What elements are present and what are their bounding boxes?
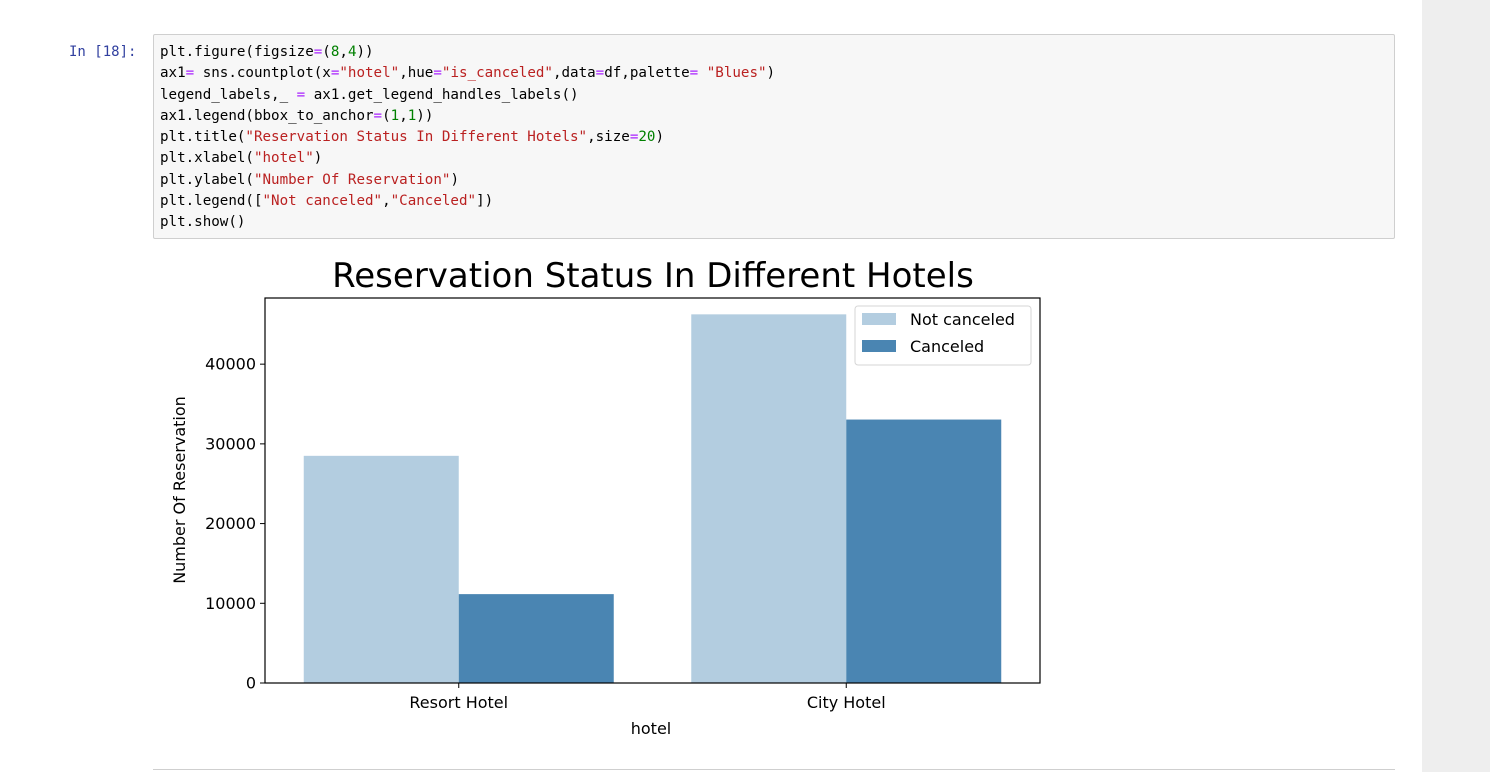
y-axis: 0 10000 20000 30000 40000	[205, 355, 265, 693]
code-token: =	[373, 107, 383, 124]
code-token: 1	[390, 107, 400, 124]
code-token: ax1.get_legend_handles_labels()	[305, 86, 579, 103]
code-token: "Not canceled"	[262, 193, 383, 210]
code-token: ,	[399, 107, 408, 124]
legend-label: Not canceled	[910, 310, 1015, 329]
x-tick-label: Resort Hotel	[409, 693, 508, 712]
y-tick-label: 30000	[205, 434, 256, 453]
code-token: )	[450, 171, 459, 188]
code-token: "is_canceled"	[441, 65, 553, 82]
code-token: ])	[476, 193, 494, 210]
y-tick-label: 10000	[205, 594, 256, 613]
code-token: ))	[416, 107, 434, 124]
legend-swatch	[862, 313, 896, 325]
x-axis-label: hotel	[631, 719, 672, 738]
code-line: plt.title("Reservation Status In Differe…	[160, 127, 775, 148]
code-token: )	[313, 150, 323, 167]
code-line: plt.show()	[160, 212, 775, 233]
code-token: =	[313, 44, 323, 60]
code-token: ax1	[160, 65, 186, 82]
code-token: )	[655, 129, 664, 146]
code-token: 8	[330, 44, 340, 60]
x-axis: Resort Hotel City Hotel	[409, 683, 886, 712]
notebook-panel: In [18]: plt.figure(figsize=(8,4)) ax1= s…	[0, 0, 1422, 772]
cell-output: Reservation Status In Different Hotels 0…	[153, 250, 1053, 750]
code-token: 1	[407, 107, 417, 124]
code-token: plt.ylabel(	[160, 171, 254, 188]
code-token: (	[322, 44, 331, 60]
code-token: =	[296, 86, 306, 103]
legend-swatch	[862, 340, 896, 352]
code-token: "hotel"	[339, 65, 400, 82]
code-token: =	[185, 65, 195, 82]
code-token: 4	[347, 44, 357, 60]
code-line: ax1= sns.countplot(x="hotel",hue="is_can…	[160, 63, 775, 84]
code-token: "hotel"	[253, 150, 314, 167]
legend-label: Canceled	[910, 337, 984, 356]
code-line: plt.xlabel("hotel")	[160, 148, 775, 169]
code-token: plt.figure(figsize	[160, 44, 314, 60]
legend-box	[854, 305, 1032, 366]
y-tick-label: 40000	[205, 355, 256, 374]
code-token: ,	[382, 193, 391, 210]
axes-frame	[264, 297, 1041, 684]
code-token: ))	[356, 44, 374, 60]
code-token: plt.show()	[160, 214, 246, 231]
code-token: 20	[638, 129, 656, 146]
bar	[303, 455, 459, 683]
code-token: plt.xlabel(	[160, 150, 254, 167]
code-token: (	[382, 107, 391, 124]
code-token: sns.countplot(x	[194, 65, 331, 82]
code-token: "Blues"	[706, 65, 767, 82]
code-token: plt.title(	[160, 129, 246, 146]
y-tick-label: 0	[246, 674, 256, 693]
bar	[458, 594, 614, 683]
x-tick-label: City Hotel	[807, 693, 886, 712]
code-token: ,size	[587, 129, 630, 146]
code-token: ax1.legend(bbox_to_anchor	[160, 107, 374, 124]
code-token	[698, 65, 707, 81]
bar	[846, 419, 1002, 683]
code-line: plt.ylabel("Number Of Reservation")	[160, 170, 775, 191]
code-cell-input[interactable]: plt.figure(figsize=(8,4)) ax1= sns.countp…	[153, 34, 1395, 239]
chart-title: Reservation Status In Different Hotels	[332, 256, 974, 296]
code-token: "Canceled"	[390, 193, 477, 210]
code-token: legend_labels,_	[160, 86, 297, 103]
bar	[691, 314, 847, 683]
code-token: )	[766, 65, 776, 82]
code-token: df,palette	[604, 65, 690, 82]
code-token: =	[330, 65, 340, 82]
code-token: ,hue	[399, 65, 434, 82]
code-token: ,	[339, 44, 348, 60]
code-editor[interactable]: plt.figure(figsize=(8,4)) ax1= sns.countp…	[160, 42, 775, 234]
code-line: ax1.legend(bbox_to_anchor=(1,1))	[160, 106, 775, 127]
code-token: =	[433, 65, 442, 82]
code-token: =	[689, 65, 699, 82]
code-token: plt.legend([	[160, 193, 263, 210]
code-token: =	[629, 129, 639, 146]
bar-chart: Reservation Status In Different Hotels 0…	[170, 256, 1041, 738]
code-line: plt.legend(["Not canceled","Canceled"])	[160, 191, 775, 212]
y-tick-label: 20000	[205, 514, 256, 533]
code-token: =	[595, 65, 605, 82]
legend: Not canceled Canceled	[854, 305, 1032, 366]
cell-divider	[153, 769, 1395, 770]
bars-layer	[303, 314, 1002, 683]
code-token: ,data	[552, 65, 596, 82]
y-axis-label: Number Of Reservation	[170, 396, 189, 584]
code-token: "Reservation Status In Different Hotels"	[245, 129, 588, 146]
code-line: legend_labels,_ = ax1.get_legend_handles…	[160, 85, 775, 106]
cell-prompt: In [18]:	[69, 44, 137, 60]
code-token: "Number Of Reservation"	[253, 171, 451, 188]
code-line: plt.figure(figsize=(8,4))	[160, 42, 775, 63]
